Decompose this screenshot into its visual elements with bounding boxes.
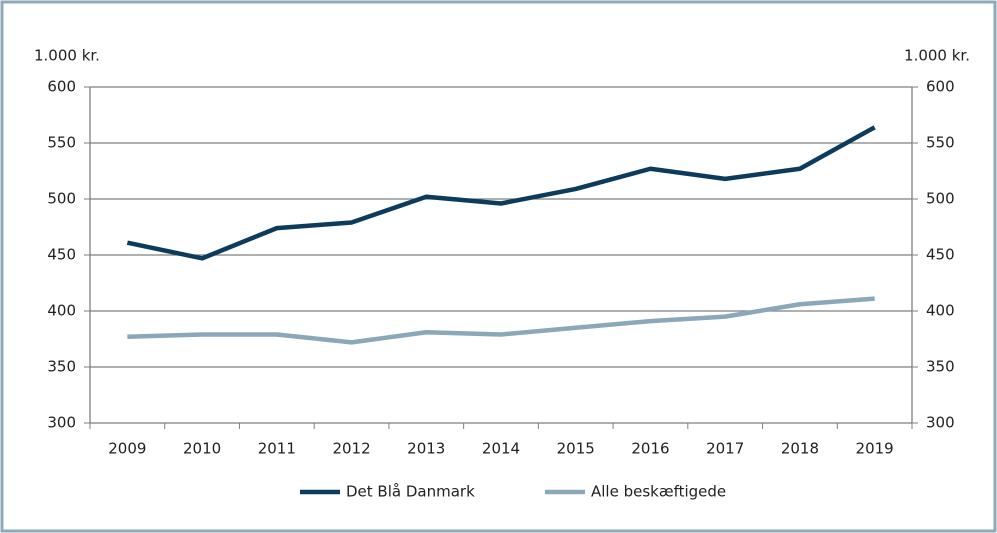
x-tick-label: 2013 [407, 440, 445, 458]
y2-tick-label: 600 [926, 78, 955, 96]
y2-tick-label: 450 [926, 246, 955, 264]
y-tick-label: 450 [47, 246, 76, 264]
x-tick-label: 2018 [781, 440, 819, 458]
y-tick-label: 300 [47, 414, 76, 432]
data-line [127, 296, 875, 345]
x-tick-label: 2014 [482, 440, 520, 458]
y-tick-label: 550 [47, 134, 76, 152]
y-axis-label: 1.000 kr. [34, 47, 100, 65]
data-line [126, 125, 876, 261]
legend-label: Det Blå Danmark [346, 483, 475, 501]
y-tick-label: 350 [47, 358, 76, 376]
y2-tick-label: 400 [926, 302, 955, 320]
y2-tick-label: 500 [926, 190, 955, 208]
legend-label: Alle beskæftigede [591, 483, 726, 501]
x-tick-label: 2015 [557, 440, 595, 458]
y-tick-label: 400 [47, 302, 76, 320]
x-tick-label: 2012 [332, 440, 370, 458]
y2-tick-label: 550 [926, 134, 955, 152]
y-tick-label: 500 [47, 190, 76, 208]
x-tick-label: 2011 [258, 440, 296, 458]
x-tick-label: 2009 [108, 440, 146, 458]
x-tick-label: 2010 [183, 440, 221, 458]
x-tick-label: 2019 [856, 440, 894, 458]
y2-tick-label: 350 [926, 358, 955, 376]
x-tick-label: 2016 [631, 440, 669, 458]
x-tick-label: 2017 [706, 440, 744, 458]
y2-tick-label: 300 [926, 414, 955, 432]
y2-axis-label: 1.000 kr. [904, 47, 970, 65]
y-tick-label: 600 [47, 78, 76, 96]
